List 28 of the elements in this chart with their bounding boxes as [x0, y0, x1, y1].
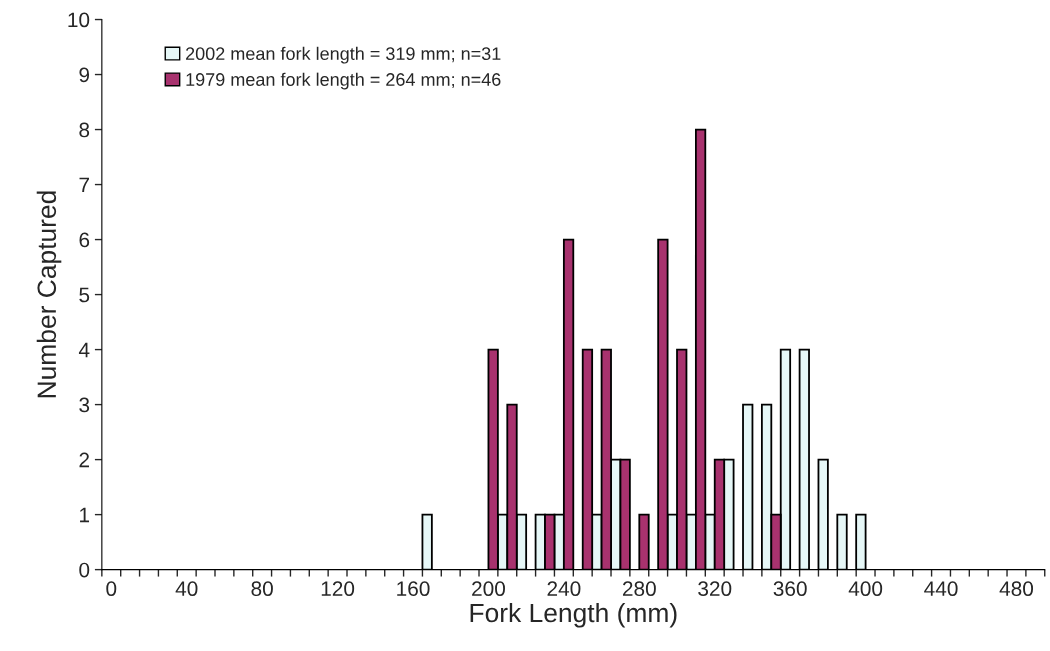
- x-tick-label: 0: [106, 581, 117, 597]
- y-tick-label: 0: [79, 562, 90, 578]
- y-tick-label: 7: [79, 177, 89, 193]
- x-tick-label: 280: [622, 581, 656, 597]
- legend-label: 2002 mean fork length = 319 mm; n=31: [186, 46, 501, 64]
- x-tick-label: 200: [472, 581, 506, 597]
- y-tick-label: 1: [80, 507, 90, 523]
- y-tick-label: 8: [79, 122, 90, 138]
- legend-label: 1979 mean fork length = 264 mm; n=46: [186, 72, 501, 90]
- y-axis-title: Number Captured: [36, 191, 62, 398]
- y-tick-label: 9: [79, 67, 90, 83]
- x-tick-label: 160: [397, 581, 430, 597]
- y-tick-label: 3: [79, 397, 90, 413]
- x-tick-label: 480: [999, 581, 1034, 597]
- x-tick-label: 400: [848, 581, 883, 597]
- x-tick-label: 240: [547, 581, 581, 597]
- y-tick-label: 6: [79, 232, 90, 248]
- x-tick-label: 440: [924, 581, 958, 597]
- y-tick-label: 10: [68, 12, 90, 28]
- x-tick-label: 320: [698, 581, 732, 597]
- x-axis-title: Fork Length (mm): [470, 602, 677, 628]
- y-tick-label: 2: [79, 452, 89, 468]
- x-tick-label: 80: [251, 581, 273, 597]
- y-tick-label: 4: [78, 342, 90, 358]
- x-tick-label: 40: [175, 581, 198, 597]
- x-tick-label: 360: [773, 581, 807, 597]
- y-tick-label: 5: [79, 287, 90, 303]
- x-tick-label: 120: [321, 581, 355, 597]
